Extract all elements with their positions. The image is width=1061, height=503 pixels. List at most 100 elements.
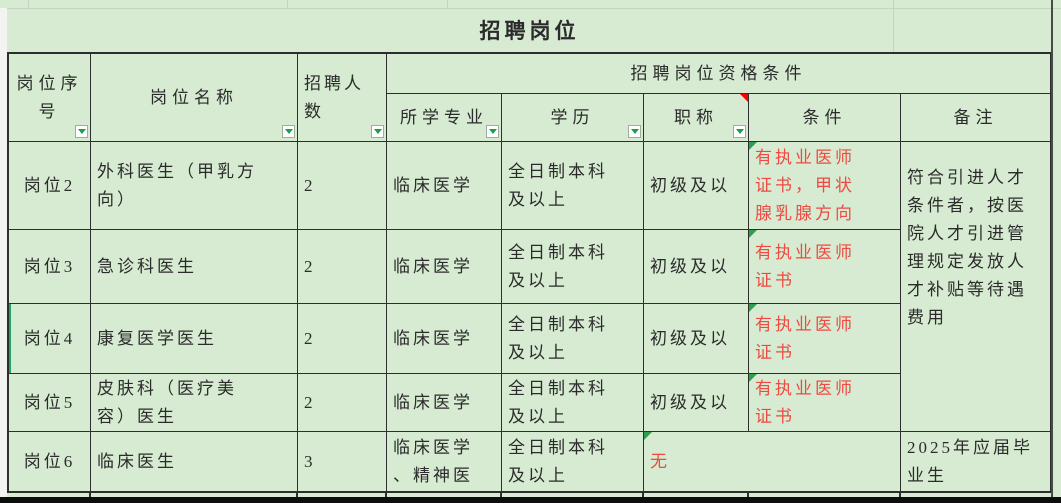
sheet-gridline-horizontal xyxy=(0,8,1061,9)
filter-dropdown-icon[interactable] xyxy=(371,125,384,138)
error-check-icon xyxy=(749,304,757,312)
cell-pos6-count[interactable]: 3 xyxy=(298,432,387,491)
cell-pos6-major[interactable]: 临床医学 、精神医 xyxy=(387,432,502,491)
header-position-id[interactable]: 岗位序 号 xyxy=(9,54,91,142)
cell-text: 临床医学 xyxy=(393,175,473,195)
cell-pos4-count[interactable]: 2 xyxy=(298,304,387,374)
header-condition-label: 条件 xyxy=(802,107,847,127)
header-position-id-label: 岗位序 号 xyxy=(16,73,83,121)
header-headcount[interactable]: 招聘人 数 xyxy=(298,54,387,142)
table-border-tick xyxy=(385,493,387,497)
cell-text: 初级及以 xyxy=(650,328,730,348)
cell-text: 临床医学 xyxy=(393,328,473,348)
cell-text: 初级及以 xyxy=(650,175,730,195)
cell-pos4-name[interactable]: 康复医学医生 xyxy=(91,304,298,374)
comment-indicator-icon xyxy=(740,94,748,102)
sheet-gridline-vertical xyxy=(893,0,894,52)
cell-pos2-education[interactable]: 全日制本科 及以上 xyxy=(502,142,644,230)
sheet-gridline-vertical xyxy=(287,0,288,8)
header-qualification-group-label: 招聘岗位资格条件 xyxy=(630,63,807,83)
header-education[interactable]: 学历 xyxy=(502,94,644,142)
cell-pos6-remark[interactable]: 2025年应届毕 业生 xyxy=(901,432,1050,491)
header-major[interactable]: 所学专业 xyxy=(387,94,502,142)
cell-text: 3 xyxy=(304,451,316,471)
header-prof-title-label: 职称 xyxy=(674,107,718,127)
cell-pos5-condition[interactable]: 有执业医师 证书 xyxy=(749,374,901,432)
header-headcount-label: 招聘人 数 xyxy=(304,73,364,121)
cell-text: 2 xyxy=(304,328,316,348)
cell-text: 符合引进人才 条件者，按医 院人才引进管 理规定发放人 才补贴等待遇 费用 xyxy=(907,168,1027,327)
filter-dropdown-icon[interactable] xyxy=(628,125,641,138)
table-border-tick xyxy=(899,493,901,497)
sheet-gridline-vertical xyxy=(447,0,448,8)
cell-pos4-id[interactable]: 岗位4 xyxy=(9,304,91,374)
cell-text: 全日制本科 及以上 xyxy=(508,242,608,290)
cell-pos5-title[interactable]: 初级及以 xyxy=(644,374,749,432)
cell-pos4-education[interactable]: 全日制本科 及以上 xyxy=(502,304,644,374)
cell-pos3-id[interactable]: 岗位3 xyxy=(9,230,91,304)
filter-dropdown-icon[interactable] xyxy=(733,125,746,138)
cell-pos5-name[interactable]: 皮肤科（医疗美 容）医生 xyxy=(91,374,298,432)
cell-pos4-condition[interactable]: 有执业医师 证书 xyxy=(749,304,901,374)
cell-text: 全日制本科 及以上 xyxy=(508,161,608,209)
cell-pos2-name[interactable]: 外科医生（甲乳方 向） xyxy=(91,142,298,230)
header-remark[interactable]: 备注 xyxy=(901,94,1050,142)
cell-shared-remark[interactable]: 符合引进人才 条件者，按医 院人才引进管 理规定发放人 才补贴等待遇 费用 xyxy=(901,142,1050,432)
table-title: 招聘岗位 xyxy=(479,19,580,43)
cell-pos6-title-condition[interactable]: 无 xyxy=(644,432,901,491)
cell-pos6-id[interactable]: 岗位6 xyxy=(9,432,91,491)
cell-pos2-major[interactable]: 临床医学 xyxy=(387,142,502,230)
cell-text: 初级及以 xyxy=(650,256,730,276)
cell-pos3-education[interactable]: 全日制本科 及以上 xyxy=(502,230,644,304)
table-border-tick xyxy=(642,493,644,497)
cell-text: 2 xyxy=(304,392,316,412)
filter-dropdown-icon[interactable] xyxy=(75,125,88,138)
cell-text: 康复医学医生 xyxy=(97,328,217,348)
filter-dropdown-icon[interactable] xyxy=(486,125,499,138)
cell-pos3-name[interactable]: 急诊科医生 xyxy=(91,230,298,304)
cell-text: 全日制本科 及以上 xyxy=(508,378,608,426)
table-border-tick xyxy=(747,493,749,497)
cell-pos3-condition[interactable]: 有执业医师 证书 xyxy=(749,230,901,304)
cell-pos5-major[interactable]: 临床医学 xyxy=(387,374,502,432)
header-condition[interactable]: 条件 xyxy=(749,94,901,142)
cell-text: 临床医学 、精神医 xyxy=(393,437,473,485)
header-position-name-label: 岗位名称 xyxy=(150,87,238,107)
cell-pos3-title[interactable]: 初级及以 xyxy=(644,230,749,304)
cell-text: 初级及以 xyxy=(650,392,730,412)
cell-text: 急诊科医生 xyxy=(97,256,197,276)
cell-pos4-title[interactable]: 初级及以 xyxy=(644,304,749,374)
header-major-label: 所学专业 xyxy=(400,107,488,127)
error-check-icon xyxy=(749,142,757,150)
cell-text: 有执业医师 证书，甲状 腺乳腺方向 xyxy=(755,147,855,223)
cell-text: 全日制本科 及以上 xyxy=(508,437,608,485)
header-education-label: 学历 xyxy=(550,107,595,127)
filter-dropdown-icon[interactable] xyxy=(282,125,295,138)
table-title-cell[interactable]: 招聘岗位 xyxy=(7,8,1052,52)
error-check-icon xyxy=(749,374,757,382)
cell-text: 2 xyxy=(304,175,316,195)
header-prof-title[interactable]: 职称 xyxy=(644,94,749,142)
cell-pos6-name[interactable]: 临床医生 xyxy=(91,432,298,491)
cell-pos4-major[interactable]: 临床医学 xyxy=(387,304,502,374)
cell-pos2-title[interactable]: 初级及以 xyxy=(644,142,749,230)
cell-pos3-count[interactable]: 2 xyxy=(298,230,387,304)
cell-pos5-count[interactable]: 2 xyxy=(298,374,387,432)
cell-pos2-id[interactable]: 岗位2 xyxy=(9,142,91,230)
cell-pos3-major[interactable]: 临床医学 xyxy=(387,230,502,304)
cell-text: 岗位3 xyxy=(23,256,76,276)
error-check-icon xyxy=(644,432,652,440)
sheet-gridline-vertical xyxy=(28,0,29,8)
cell-pos2-count[interactable]: 2 xyxy=(298,142,387,230)
window-right-edge xyxy=(1051,0,1053,497)
header-remark-label: 备注 xyxy=(953,107,998,127)
header-qualification-group[interactable]: 招聘岗位资格条件 xyxy=(387,54,1050,94)
cell-pos5-id[interactable]: 岗位5 xyxy=(9,374,91,432)
cell-text: 有执业医师 证书 xyxy=(755,378,855,426)
cell-pos2-condition[interactable]: 有执业医师 证书，甲状 腺乳腺方向 xyxy=(749,142,901,230)
cell-pos5-education[interactable]: 全日制本科 及以上 xyxy=(502,374,644,432)
cell-text: 岗位4 xyxy=(23,328,76,348)
cell-pos6-education[interactable]: 全日制本科 及以上 xyxy=(502,432,644,491)
header-position-name[interactable]: 岗位名称 xyxy=(91,54,298,142)
cell-text: 无 xyxy=(650,451,670,471)
